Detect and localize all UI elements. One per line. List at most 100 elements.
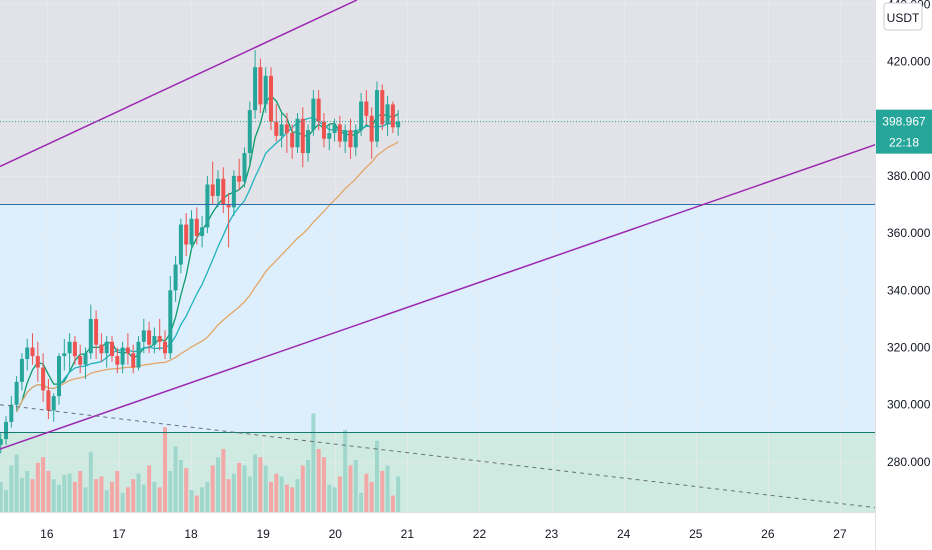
descending-dashed-line[interactable]	[0, 404, 877, 509]
candle-body	[178, 224, 183, 265]
candle[interactable]	[300, 107, 305, 168]
candle[interactable]	[311, 90, 316, 136]
candle[interactable]	[4, 416, 9, 445]
candle[interactable]	[46, 378, 51, 420]
candle[interactable]	[348, 118, 353, 159]
candle[interactable]	[247, 101, 252, 165]
volume-bar	[311, 413, 316, 512]
candle[interactable]	[83, 347, 88, 379]
candle[interactable]	[125, 333, 130, 365]
candle[interactable]	[184, 213, 189, 256]
candle[interactable]	[0, 433, 3, 454]
candle[interactable]	[67, 333, 72, 371]
candle[interactable]	[57, 353, 62, 405]
candle-body	[131, 353, 136, 368]
candle[interactable]	[321, 112, 326, 148]
candle[interactable]	[30, 333, 35, 365]
candle[interactable]	[332, 118, 337, 142]
candle[interactable]	[237, 158, 242, 191]
currency-badge[interactable]	[883, 2, 923, 31]
candle[interactable]	[157, 318, 162, 351]
candle[interactable]	[396, 110, 401, 136]
candle[interactable]	[327, 124, 332, 151]
candle[interactable]	[120, 341, 125, 374]
volume-bar	[380, 470, 385, 512]
candle[interactable]	[189, 210, 194, 251]
candle-body	[88, 318, 93, 354]
candle[interactable]	[337, 115, 342, 148]
candle[interactable]	[41, 353, 46, 402]
candle[interactable]	[226, 193, 231, 248]
candle[interactable]	[9, 396, 14, 428]
candle[interactable]	[147, 321, 152, 354]
candlesticks[interactable]	[0, 50, 401, 454]
candle[interactable]	[290, 124, 295, 159]
candle[interactable]	[162, 330, 167, 359]
candle[interactable]	[364, 90, 369, 125]
candle[interactable]	[374, 81, 379, 148]
candle[interactable]	[88, 304, 93, 359]
candle[interactable]	[173, 256, 178, 302]
candle[interactable]	[110, 336, 115, 362]
candle[interactable]	[359, 92, 364, 136]
candle[interactable]	[14, 376, 19, 411]
time-tick-label: 19	[256, 527, 270, 541]
price-axis[interactable]: 440.000420.000400.000380.000360.000340.0…	[876, 0, 932, 550]
candle-body	[173, 264, 178, 291]
candle[interactable]	[94, 310, 99, 359]
channel-lower-line[interactable]	[0, 143, 877, 450]
candle[interactable]	[253, 50, 258, 119]
candle[interactable]	[141, 318, 146, 354]
candle[interactable]	[200, 215, 205, 248]
candle[interactable]	[231, 170, 236, 216]
candle[interactable]	[295, 112, 300, 154]
candle[interactable]	[136, 336, 141, 371]
candle[interactable]	[152, 327, 157, 354]
candle[interactable]	[279, 112, 284, 148]
time-tick-label: 18	[184, 527, 198, 541]
candle[interactable]	[72, 336, 77, 365]
trendlines[interactable]	[0, 0, 877, 509]
candle[interactable]	[380, 84, 385, 131]
candle[interactable]	[25, 338, 30, 371]
candle[interactable]	[19, 353, 24, 391]
candle[interactable]	[115, 347, 120, 374]
candle[interactable]	[263, 67, 268, 113]
candle[interactable]	[353, 124, 358, 156]
time-axis[interactable]: 16 17 18 19 20 21 22 23 24 25 26 27	[0, 512, 876, 550]
channel-upper-line[interactable]	[0, 0, 358, 168]
candle[interactable]	[221, 167, 226, 214]
candle[interactable]	[131, 344, 136, 374]
time-tick-label: 16	[40, 527, 54, 541]
price-tick-label: 360.000	[887, 226, 931, 240]
candle[interactable]	[258, 58, 263, 113]
candle[interactable]	[242, 147, 247, 188]
volume-bar	[374, 440, 379, 512]
candle[interactable]	[343, 124, 348, 154]
candle[interactable]	[369, 107, 374, 159]
candle[interactable]	[316, 90, 321, 131]
candle[interactable]	[178, 218, 183, 274]
candle[interactable]	[51, 393, 56, 422]
candle[interactable]	[194, 207, 199, 245]
candle-body	[120, 347, 125, 365]
candle[interactable]	[78, 344, 83, 374]
candle[interactable]	[268, 67, 273, 131]
candle[interactable]	[35, 341, 40, 382]
candle[interactable]	[284, 112, 289, 154]
candle-body	[343, 130, 348, 142]
candle[interactable]	[390, 101, 395, 134]
candle[interactable]	[168, 276, 173, 359]
volume-bar	[396, 476, 401, 512]
candle[interactable]	[104, 336, 109, 368]
candle[interactable]	[210, 161, 215, 205]
zone-1	[0, 204, 876, 432]
volume-bar	[51, 479, 56, 512]
candle[interactable]	[62, 338, 67, 371]
candle[interactable]	[306, 124, 311, 162]
candle[interactable]	[99, 333, 104, 362]
candle[interactable]	[274, 104, 279, 142]
candle[interactable]	[215, 170, 220, 208]
candle[interactable]	[385, 95, 390, 136]
